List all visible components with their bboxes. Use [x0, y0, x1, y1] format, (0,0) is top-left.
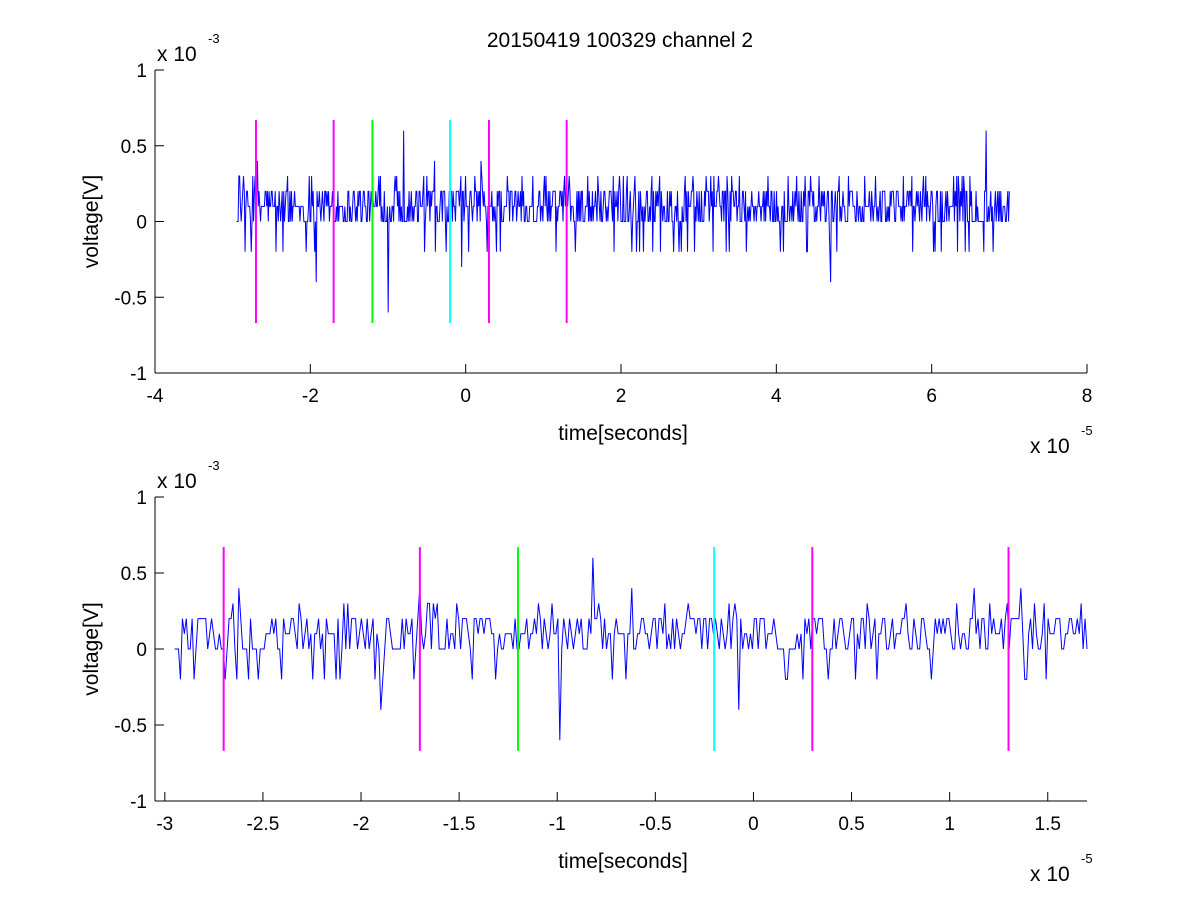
top-x-tick-label: 4: [771, 386, 782, 407]
bottom-y-tick-label: -1: [130, 792, 147, 813]
top-x-axis-label: time[seconds]: [558, 422, 688, 445]
bottom-y-axis-label: voltage[V]: [80, 602, 103, 695]
bottom-x-exponent: -5: [1081, 851, 1093, 866]
bottom-y-multiplier: x 10: [157, 470, 197, 493]
bottom-y-tick-label: 0: [136, 640, 147, 661]
bottom-x-multiplier: x 10: [1030, 863, 1070, 886]
bottom-x-tick-label: -1.5: [443, 814, 476, 835]
figure-title: 20150419 100329 channel 2: [487, 29, 753, 52]
bottom-x-tick-label: 0: [748, 814, 759, 835]
top-x-tick-label: -4: [147, 386, 164, 407]
top-y-tick-label: 1: [136, 61, 147, 82]
bottom-x-tick-label: -0.5: [639, 814, 672, 835]
bottom-signal-line: [174, 557, 1088, 741]
bottom-x-tick-label: -3: [156, 814, 173, 835]
top-y-tick-label: 0.5: [121, 137, 147, 158]
top-x-tick-label: 8: [1082, 386, 1093, 407]
bottom-x-tick-label: -1: [549, 814, 566, 835]
bottom-y-tick-label: 0.5: [121, 564, 147, 585]
bottom-y-exponent: -3: [208, 458, 220, 473]
bottom-x-tick-label: -2.5: [247, 814, 280, 835]
top-x-tick-label: 6: [926, 386, 937, 407]
top-x-tick-label: 0: [460, 386, 471, 407]
bottom-x-tick-label: 1: [944, 814, 955, 835]
top-y-tick-label: -1: [130, 364, 147, 385]
top-x-tick-label: -2: [302, 386, 319, 407]
top-y-tick-label: 0: [136, 213, 147, 234]
top-x-multiplier: x 10: [1030, 435, 1070, 458]
top-y-multiplier: x 10: [157, 43, 197, 66]
top-y-tick-label: -0.5: [114, 288, 147, 309]
bottom-x-tick-label: -2: [353, 814, 370, 835]
bottom-subplot: -3 -2.5 -2 -1.5 -1 -0.5 0 0.5 1 1.5 -1 -0.5 0 0.5 1 tim…: [80, 458, 1093, 886]
bottom-y-tick-label: 1: [136, 488, 147, 509]
bottom-x-axis-label: time[seconds]: [558, 850, 688, 873]
bottom-x-tick-label: 0.5: [838, 814, 864, 835]
top-y-axis-label: voltage[V]: [80, 175, 103, 268]
top-subplot: -4 -2 0 2 4 6 8 -1 -0.5 0 0.5 1 time[seconds] voltage…: [80, 31, 1093, 458]
bottom-y-tick-label: -0.5: [114, 716, 147, 737]
bottom-x-tick-label: 1.5: [1035, 814, 1061, 835]
top-y-exponent: -3: [208, 31, 220, 46]
top-x-exponent: -5: [1081, 423, 1093, 438]
top-x-tick-label: 2: [616, 386, 627, 407]
top-signal-line: [236, 130, 1010, 313]
